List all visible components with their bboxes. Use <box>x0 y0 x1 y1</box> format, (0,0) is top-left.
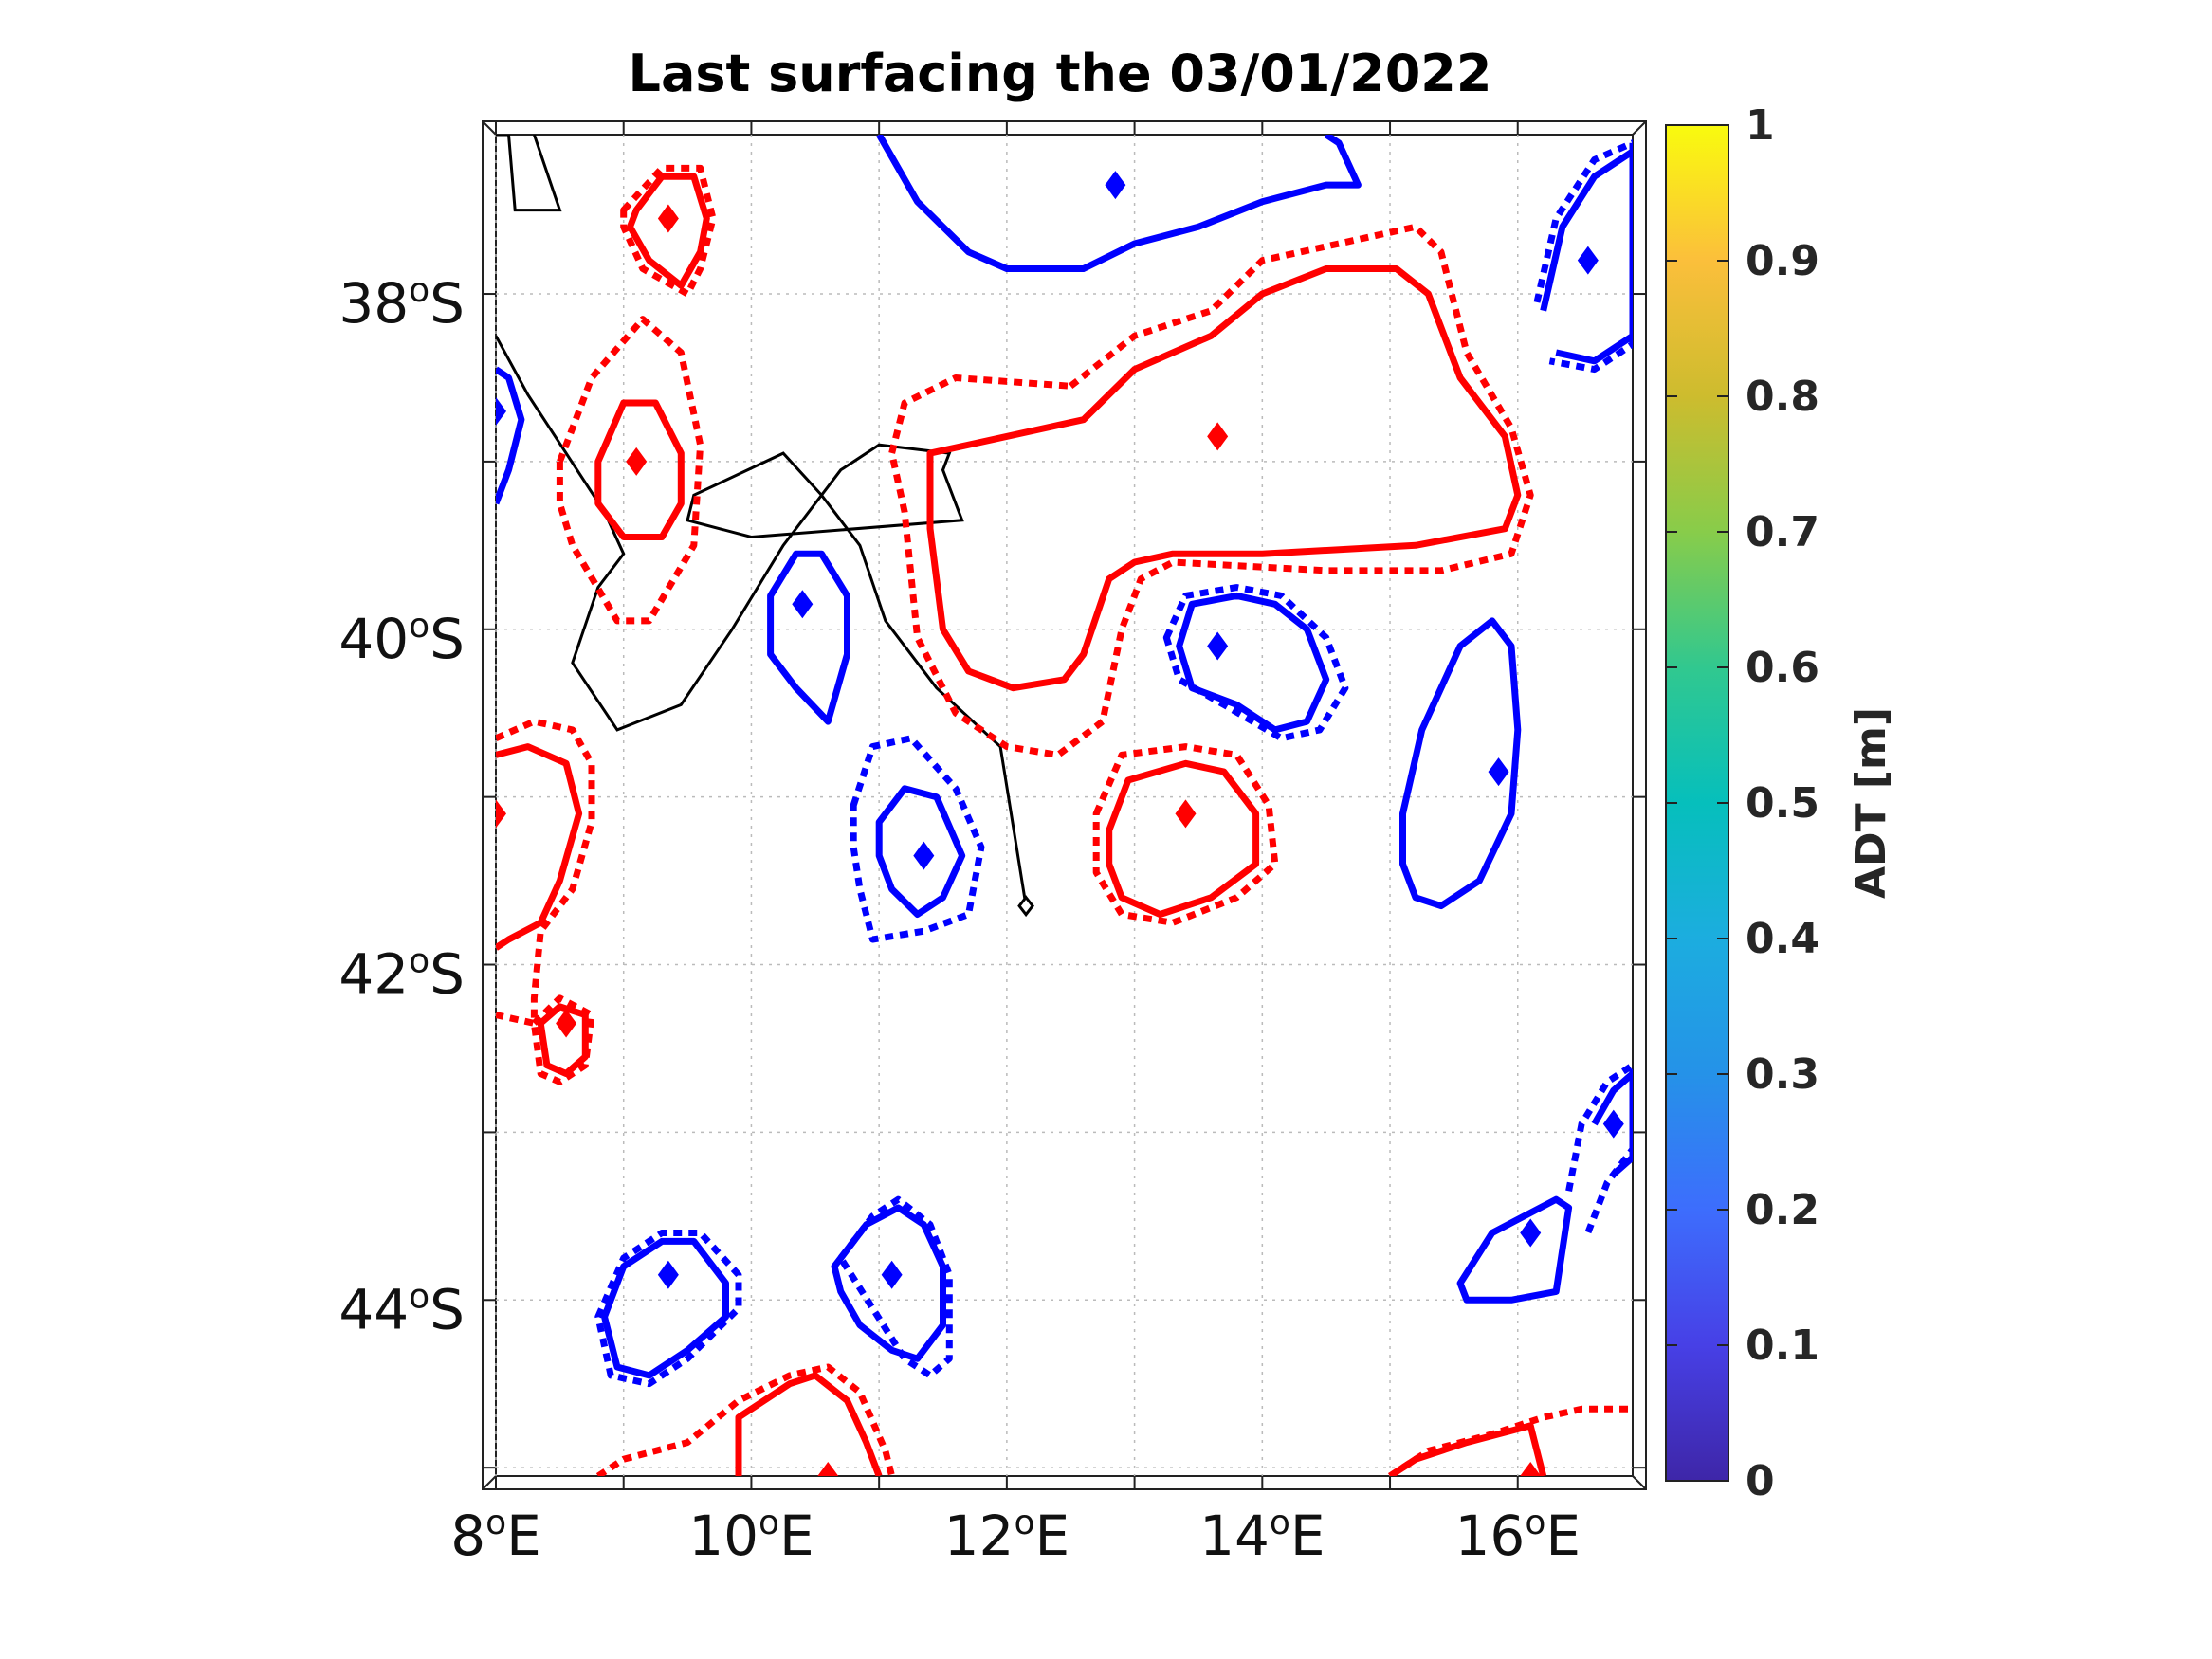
float-trajectory <box>496 335 1028 906</box>
cyclonic-eddy-center <box>496 396 506 426</box>
y-axis-ticks: 38oS 40oS 42oS 44oS <box>338 271 465 1341</box>
cyclonic-eddy-contour <box>1456 1195 1573 1304</box>
y-tick-label: 44oS <box>338 1277 465 1341</box>
colorbar-tick-label: 0.9 <box>1746 237 1819 285</box>
cyclonic-eddy-contour <box>831 1204 946 1362</box>
colorbar-tick-label: 0.8 <box>1746 373 1819 421</box>
anticyclonic-eddy-outer-contour <box>888 223 1534 758</box>
anticyclonic-eddy-center <box>626 447 648 476</box>
cyclonic-eddy-contour <box>601 1237 729 1379</box>
cyclonic-eddy-outer-contour <box>1565 1062 1633 1234</box>
colorbar-tick-label: 0.6 <box>1746 644 1819 692</box>
anticyclonic-eddy-center <box>1175 799 1197 829</box>
cyclonic-eddy-contour <box>1399 617 1522 910</box>
frame-corner <box>1632 120 1647 136</box>
anticyclonic-eddy-outer-contour <box>1388 1405 1633 1476</box>
cyclonic-eddy-center <box>1577 246 1599 275</box>
cyclonic-eddy-contour <box>875 785 966 918</box>
colorbar-tick-label: 0.5 <box>1746 779 1819 828</box>
anticyclonic-eddy-outer-contour <box>556 316 704 625</box>
anticyclonic-eddy-center <box>1207 422 1229 451</box>
colorbar-tick-label: 0.3 <box>1746 1050 1819 1099</box>
frame-corner <box>482 1475 497 1490</box>
x-tick-label: 14oE <box>1199 1504 1325 1568</box>
anticyclonic-eddy-contour <box>1388 1422 1547 1476</box>
grid-lines <box>495 135 1633 1476</box>
anticyclonic-eddy-center <box>496 799 506 829</box>
x-axis-ticks: 8oE 10oE 12oE 14oE 16oE <box>450 1504 1581 1568</box>
colorbar-tick-label: 0.2 <box>1746 1186 1819 1234</box>
anticyclonic-eddy-contour <box>735 1372 883 1476</box>
frame-corner <box>1632 1475 1647 1490</box>
cyclonic-eddy-center <box>1105 171 1126 200</box>
y-tick-label: 38oS <box>338 271 465 336</box>
frame-corner <box>482 120 497 136</box>
chart-title: Last surfacing the 03/01/2022 <box>629 44 1492 103</box>
cyclonic-eddy-outer-contour <box>850 735 985 943</box>
anticyclonic-eddy-outer-contour <box>595 1363 895 1476</box>
anticyclonic-eddy-center <box>1520 1462 1542 1476</box>
colorbar-tick-label: 0.1 <box>1746 1322 1819 1370</box>
colorbar-tick-label: 1 <box>1746 101 1775 150</box>
cyclonic-eddy-contour <box>496 366 525 505</box>
float-trajectory-segment <box>496 135 562 212</box>
x-tick-label: 8oE <box>450 1504 541 1568</box>
anticyclonic-eddy-contour <box>1106 759 1260 918</box>
anticyclonic-eddy-outer-contour <box>620 164 717 298</box>
cyclonic-eddy-contour <box>1176 592 1330 734</box>
x-tick-label: 16oE <box>1455 1504 1581 1568</box>
cyclonic-eddy-center <box>881 1260 903 1289</box>
anticyclonic-eddy-center <box>657 204 679 233</box>
anticyclonic-eddy-contour <box>537 1003 589 1077</box>
anticyclonic-eddy-contour <box>594 399 685 540</box>
outer-frame <box>482 120 1647 1490</box>
colorbar: 0 0.1 0.2 0.3 0.4 0.5 0.6 0.7 0.8 0.9 1 ADT [m] <box>1665 101 1895 1505</box>
cyclonic-eddy-contour <box>876 135 1362 272</box>
cyclonic-eddy-center <box>1520 1218 1542 1248</box>
colorbar-tick-label: 0.4 <box>1746 915 1819 963</box>
cyclonic-eddy-contour <box>1591 1070 1633 1177</box>
colorbar-label: ADT [m] <box>1847 707 1895 899</box>
anticyclonic-eddy-outer-contour <box>1092 743 1279 926</box>
cyclonic-eddy-center <box>657 1260 679 1289</box>
eddy-contours <box>496 135 1633 1476</box>
anticyclonic-eddy-contour <box>496 743 583 951</box>
cyclonic-eddy-contour <box>767 550 850 725</box>
eddy-centers <box>496 171 1624 1476</box>
cyclonic-eddy-outer-contour <box>1533 139 1633 374</box>
colorbar-ticks: 0 0.1 0.2 0.3 0.4 0.5 0.6 0.7 0.8 0.9 1 <box>1666 101 1819 1505</box>
y-tick-label: 40oS <box>338 607 465 671</box>
anticyclonic-eddy-outer-contour <box>530 994 595 1085</box>
cyclonic-eddy-outer-contour <box>837 1195 953 1379</box>
colorbar-tick-label: 0.7 <box>1746 508 1819 556</box>
anticyclonic-eddy-outer-contour <box>496 718 595 1027</box>
anticyclonic-eddy-center <box>556 1009 577 1038</box>
plot-frame <box>482 120 1647 1490</box>
cyclonic-eddy-center <box>913 841 935 870</box>
colorbar-tick-label: 0 <box>1746 1457 1775 1505</box>
y-tick-label: 42oS <box>338 942 465 1007</box>
cyclonic-eddy-contour <box>1540 148 1633 365</box>
last-surfacing-marker <box>1017 895 1034 918</box>
cyclonic-eddy-center <box>792 590 814 619</box>
cyclonic-eddy-center <box>1207 631 1229 661</box>
x-tick-label: 10oE <box>688 1504 814 1568</box>
anticyclonic-eddy-contour <box>627 173 710 289</box>
x-tick-label: 12oE <box>944 1504 1070 1568</box>
cyclonic-eddy-center <box>1602 1109 1624 1139</box>
cyclonic-eddy-center <box>1488 757 1509 787</box>
trajectory-group <box>496 135 1034 918</box>
anticyclonic-eddy-contour <box>926 265 1522 692</box>
plot-content <box>496 135 1633 1476</box>
anticyclonic-eddy-center <box>817 1462 839 1476</box>
